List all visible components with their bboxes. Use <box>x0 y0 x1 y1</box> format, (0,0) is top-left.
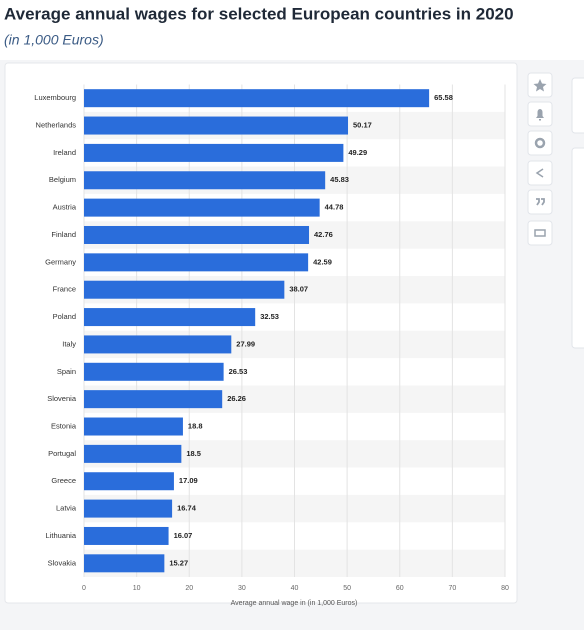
bar <box>84 554 165 573</box>
y-tick-label: Austria <box>53 203 77 212</box>
bar <box>84 225 310 244</box>
y-tick-label: Poland <box>53 312 76 321</box>
print-button[interactable] <box>527 220 553 246</box>
value-label: 15.27 <box>169 558 188 567</box>
bar <box>84 253 309 272</box>
side-panel <box>571 77 584 134</box>
y-tick-label: Italy <box>62 339 76 348</box>
bar <box>84 362 224 381</box>
y-tick-label: Greece <box>51 476 76 485</box>
x-tick-label: 0 <box>82 585 86 592</box>
settings-button[interactable] <box>527 130 553 156</box>
y-tick-label: Finland <box>51 230 76 239</box>
x-tick-label: 70 <box>448 585 456 592</box>
bar <box>84 499 173 518</box>
y-tick-label: France <box>53 285 76 294</box>
value-label: 27.99 <box>236 339 255 348</box>
x-tick-label: 30 <box>238 585 246 592</box>
star-icon <box>533 79 547 92</box>
x-tick-label: 10 <box>133 585 141 592</box>
y-tick-label: Slovenia <box>47 394 77 403</box>
value-label: 38.07 <box>289 285 308 294</box>
x-tick-label: 50 <box>343 585 351 592</box>
value-label: 18.8 <box>188 421 203 430</box>
x-tick-label: 40 <box>291 585 299 592</box>
value-label: 16.74 <box>177 504 197 513</box>
y-tick-label: Luxembourg <box>34 93 76 102</box>
gear-icon <box>534 137 546 149</box>
value-label: 42.76 <box>314 230 333 239</box>
value-label: 65.58 <box>434 93 453 102</box>
bar <box>84 89 430 108</box>
value-label: 50.17 <box>353 121 372 130</box>
bar <box>84 417 183 436</box>
value-label: 49.29 <box>348 148 367 157</box>
bar <box>84 444 182 463</box>
bar <box>84 526 169 545</box>
value-label: 17.09 <box>179 476 198 485</box>
bar <box>84 335 232 354</box>
quote-icon <box>536 198 545 206</box>
chart-subtitle: (in 1,000 Euros) <box>4 32 104 48</box>
x-tick-label: 80 <box>501 585 509 592</box>
bell-icon <box>536 109 544 121</box>
value-label: 45.83 <box>330 175 349 184</box>
share-button[interactable] <box>527 160 553 186</box>
side-panel <box>571 147 584 349</box>
value-label: 44.78 <box>325 203 344 212</box>
value-label: 32.53 <box>260 312 279 321</box>
bar <box>84 198 320 217</box>
y-tick-label: Estonia <box>51 421 77 430</box>
x-tick-label: 20 <box>185 585 193 592</box>
y-tick-label: Germany <box>45 257 76 266</box>
y-tick-label: Netherlands <box>36 121 77 130</box>
bar <box>84 116 349 135</box>
y-tick-label: Latvia <box>56 504 77 513</box>
y-tick-label: Belgium <box>49 175 76 184</box>
value-label: 26.26 <box>227 394 246 403</box>
y-tick-label: Slovakia <box>48 558 77 567</box>
bar <box>84 280 285 299</box>
bar <box>84 143 344 162</box>
bar <box>84 390 223 409</box>
cite-button[interactable] <box>527 189 553 215</box>
header-bg <box>0 0 584 60</box>
y-tick-label: Portugal <box>48 449 76 458</box>
bar <box>84 472 174 491</box>
value-label: 42.59 <box>313 257 332 266</box>
value-label: 18.5 <box>186 449 201 458</box>
x-tick-label: 60 <box>396 585 404 592</box>
y-tick-label: Lithuania <box>46 531 77 540</box>
value-label: 16.07 <box>174 531 193 540</box>
share-icon <box>535 168 544 178</box>
value-label: 26.53 <box>229 367 248 376</box>
bar <box>84 308 256 327</box>
y-tick-label: Ireland <box>53 148 76 157</box>
toolbar <box>527 72 553 246</box>
chart-title: Average annual wages for selected Europe… <box>4 4 514 23</box>
x-axis-label: Average annual wage in (in 1,000 Euros) <box>231 600 358 607</box>
bar <box>84 171 326 190</box>
y-tick-label: Spain <box>57 367 76 376</box>
print-icon <box>534 229 546 237</box>
